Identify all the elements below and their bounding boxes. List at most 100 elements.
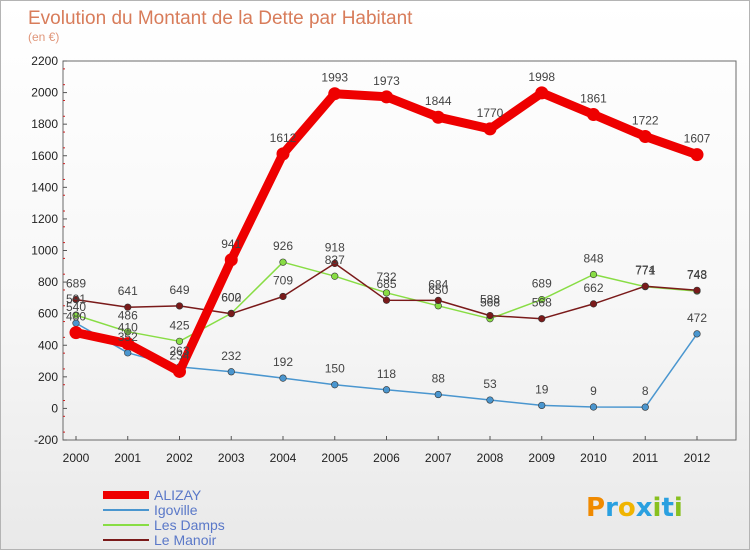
- x-tick-label: 2005: [321, 451, 348, 465]
- data-point: [328, 87, 342, 101]
- data-point: [641, 403, 649, 411]
- data-point: [589, 300, 598, 308]
- data-label: 600: [221, 291, 241, 305]
- data-point: [279, 258, 287, 266]
- axes: -200 0 200 400 600 800 1000 1200 1400 1600 1800 200…: [31, 54, 737, 465]
- data-point: [431, 110, 445, 124]
- brand-logo: Proxiti: [586, 493, 683, 523]
- data-label: 1612: [270, 131, 297, 145]
- data-point: [486, 396, 494, 404]
- data-label: 918: [325, 240, 345, 254]
- data-point: [72, 296, 80, 304]
- data-point: [434, 390, 442, 399]
- data-label: 602: [221, 290, 241, 304]
- y-tick-label: 1600: [31, 149, 58, 163]
- data-label: 568: [480, 296, 500, 310]
- brand-letter: x: [636, 493, 653, 523]
- data-label: 650: [428, 283, 448, 297]
- x-tick-label: 2010: [580, 451, 607, 465]
- data-point: [382, 296, 391, 304]
- data-point: [331, 259, 339, 268]
- data-label: 709: [273, 273, 293, 287]
- data-label: 234: [169, 348, 189, 362]
- data-point: [538, 296, 546, 304]
- data-point: [227, 310, 235, 318]
- data-label: 486: [118, 309, 138, 323]
- data-point: [486, 311, 494, 320]
- x-tick-label: 2008: [477, 451, 504, 465]
- legend-label: Le Manoir: [154, 532, 217, 548]
- series-layer: [69, 86, 704, 411]
- data-point: [535, 86, 549, 100]
- data-point: [589, 270, 598, 279]
- data-label: 689: [66, 277, 86, 291]
- y-tick-label: 200: [38, 370, 58, 384]
- data-label: 588: [480, 293, 500, 307]
- legend-label: Les Damps: [154, 517, 225, 533]
- data-point: [434, 296, 442, 305]
- data-point: [587, 108, 600, 122]
- data-point: [69, 326, 83, 340]
- data-label: 425: [169, 318, 189, 332]
- data-label: 1998: [528, 70, 555, 84]
- data-point: [589, 403, 598, 411]
- data-point: [693, 286, 701, 294]
- data-label: 662: [583, 281, 603, 295]
- legend-label: ALIZAY: [154, 487, 202, 503]
- chart-title: Evolution du Montant de la Dette par Hab…: [28, 8, 413, 29]
- data-label: 748: [687, 267, 707, 281]
- y-tick-label: 1800: [31, 117, 58, 131]
- brand-wordmark: Proxiti: [586, 493, 683, 523]
- y-tick-label: -200: [34, 433, 58, 447]
- series-alizay: [69, 86, 704, 378]
- data-point: [538, 401, 546, 410]
- y-tick-label: 2200: [31, 54, 58, 68]
- x-tick-label: 2001: [114, 451, 141, 465]
- y-tick-label: 2000: [31, 86, 58, 100]
- data-label: 1722: [632, 113, 659, 127]
- y-tick-label: 600: [38, 307, 58, 321]
- y-tick-label: 1400: [31, 180, 58, 194]
- data-point: [124, 349, 132, 357]
- data-label: 568: [532, 296, 552, 310]
- brand-letter: r: [605, 493, 618, 523]
- x-tick-label: 2006: [373, 451, 400, 465]
- x-tick-label: 2002: [166, 451, 193, 465]
- x-tick-label: 2011: [632, 451, 658, 465]
- y-tick-label: 400: [38, 338, 58, 352]
- data-point: [72, 311, 80, 319]
- chart-subtitle: (en €): [28, 30, 59, 44]
- data-label: 192: [273, 355, 293, 369]
- data-point: [538, 315, 546, 323]
- data-point: [224, 253, 238, 267]
- data-point: [124, 303, 132, 311]
- data-label: 743: [687, 268, 707, 282]
- brand-letter: t: [661, 493, 673, 523]
- data-point: [175, 302, 184, 310]
- data-label: 689: [532, 277, 552, 291]
- data-point: [693, 330, 701, 338]
- data-point: [173, 364, 186, 378]
- data-label: 9: [590, 384, 597, 398]
- data-label: 1973: [373, 74, 400, 88]
- data-label: 685: [376, 277, 396, 291]
- data-label: 53: [483, 377, 497, 391]
- data-label: 771: [635, 264, 655, 278]
- data-label: 1993: [321, 71, 348, 85]
- data-label: 1770: [477, 106, 504, 120]
- y-tick-label: 1000: [31, 244, 58, 258]
- data-point: [276, 147, 290, 161]
- data-point: [331, 272, 339, 280]
- data-label: 118: [377, 367, 396, 381]
- data-label: 410: [118, 321, 138, 335]
- data-point: [175, 337, 184, 345]
- brand-letter: i: [653, 493, 662, 523]
- data-point: [641, 282, 649, 290]
- data-label: 263: [169, 344, 189, 358]
- data-label: 1861: [580, 92, 607, 106]
- x-tick-label: 2012: [684, 451, 711, 465]
